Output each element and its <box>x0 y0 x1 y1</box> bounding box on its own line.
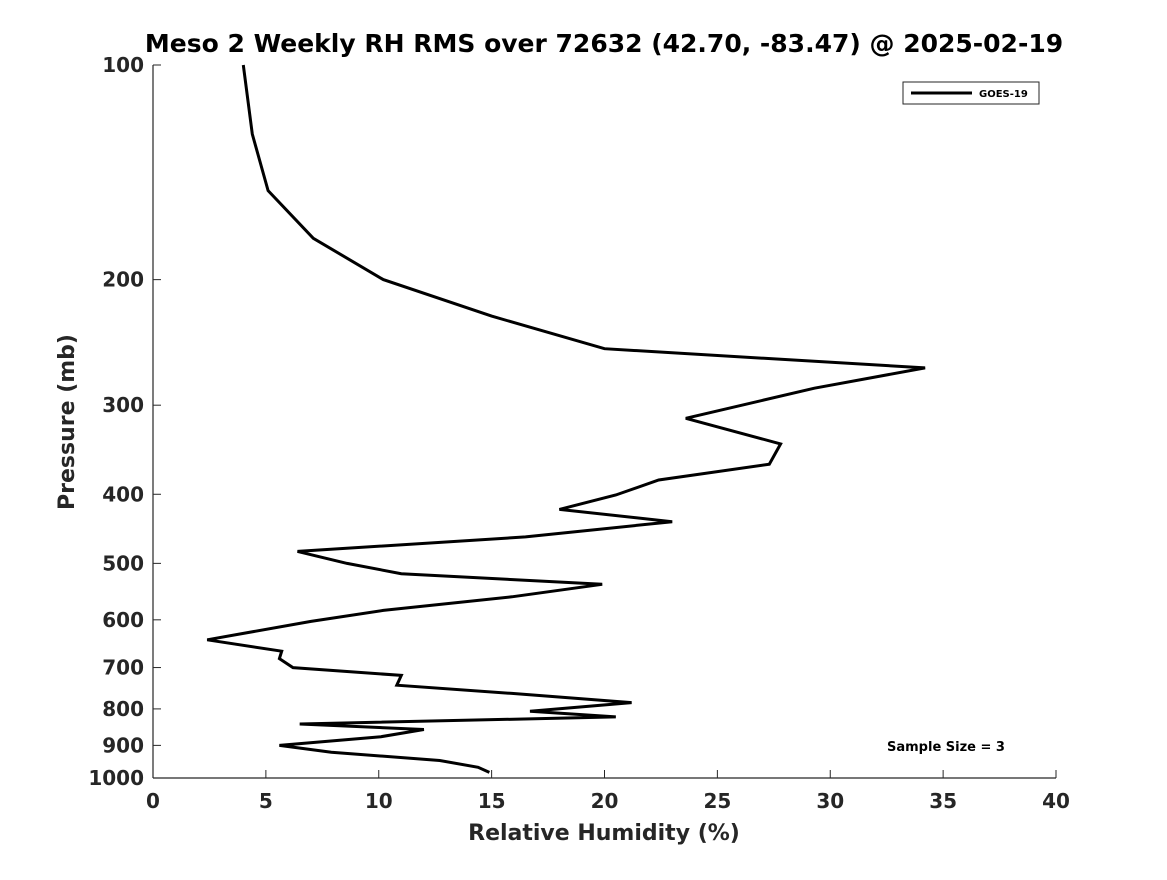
y-tick-label: 700 <box>102 656 144 680</box>
x-tick-label: 0 <box>146 789 160 813</box>
y-tick-label: 500 <box>102 551 144 575</box>
x-tick-label: 35 <box>929 789 957 813</box>
y-tick-label: 400 <box>102 482 144 506</box>
y-axis-label: Pressure (mb) <box>55 334 80 510</box>
x-tick-label: 25 <box>703 789 731 813</box>
legend: GOES-19 <box>902 81 1040 105</box>
y-tick-label: 1000 <box>88 766 144 790</box>
plot-area <box>153 65 1056 778</box>
x-tick-label: 30 <box>816 789 844 813</box>
series-line-goes-19 <box>206 64 926 774</box>
x-tick-label: 15 <box>478 789 506 813</box>
chart-title: Meso 2 Weekly RH RMS over 72632 (42.70, … <box>145 29 1063 58</box>
sample-size-annotation: Sample Size = 3 <box>887 740 1005 755</box>
y-ticks: 100 200 300 400 500 600 700 800 900 1000 <box>88 53 161 790</box>
x-tick-label: 10 <box>365 789 393 813</box>
series-layer <box>206 64 926 774</box>
y-tick-label: 300 <box>102 393 144 417</box>
x-tick-label: 5 <box>259 789 273 813</box>
y-tick-label: 200 <box>102 268 144 292</box>
y-tick-label: 100 <box>102 53 144 77</box>
x-tick-label: 20 <box>591 789 619 813</box>
y-tick-label: 800 <box>102 697 144 721</box>
legend-entry-goes-19: GOES-19 <box>979 89 1028 100</box>
y-tick-label: 900 <box>102 733 144 757</box>
x-ticks: 0 5 10 15 20 25 30 35 40 <box>146 770 1070 813</box>
y-tick-label: 600 <box>102 608 144 632</box>
x-tick-label: 40 <box>1042 789 1070 813</box>
x-axis-label: Relative Humidity (%) <box>468 821 740 846</box>
